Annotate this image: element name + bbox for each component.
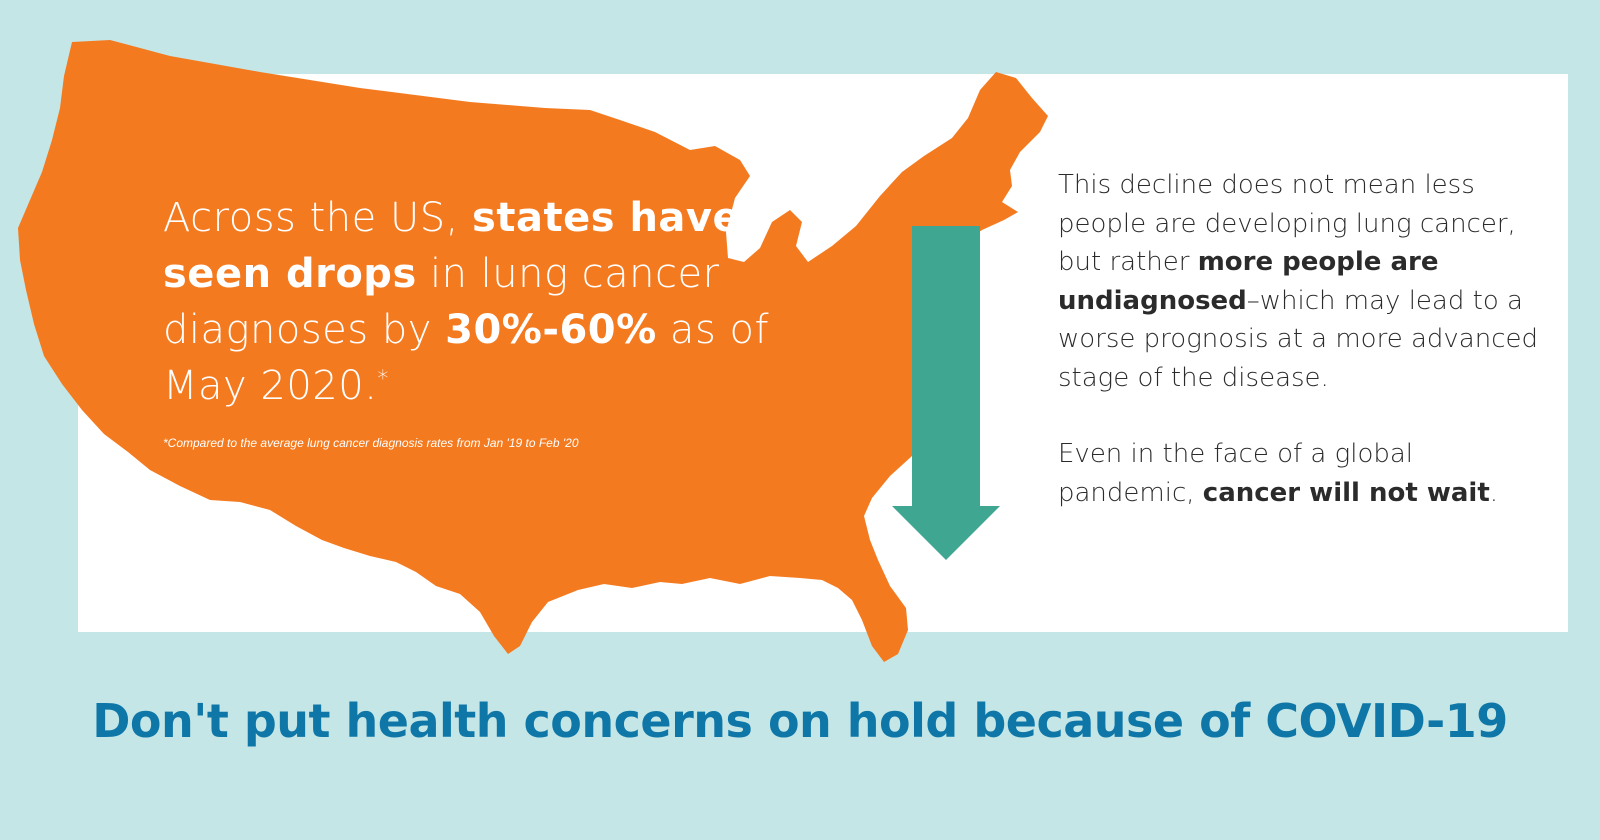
headline-emphasis: states have seen drops [163,195,741,297]
headline-percent: 30%-60% [445,307,657,353]
body-text: This decline does not mean less people a… [1058,166,1548,512]
down-arrow-icon [892,226,1000,560]
tagline: Don't put health concerns on hold becaus… [92,694,1508,748]
us-map-icon [18,40,1048,662]
footnote: *Compared to the average lung cancer dia… [163,436,579,450]
headline: Across the US, states have seen drops in… [163,195,770,409]
body-paragraph-1: This decline does not mean less people a… [1058,170,1538,393]
body-paragraph-2: Even in the face of a global pandemic, c… [1058,439,1499,508]
